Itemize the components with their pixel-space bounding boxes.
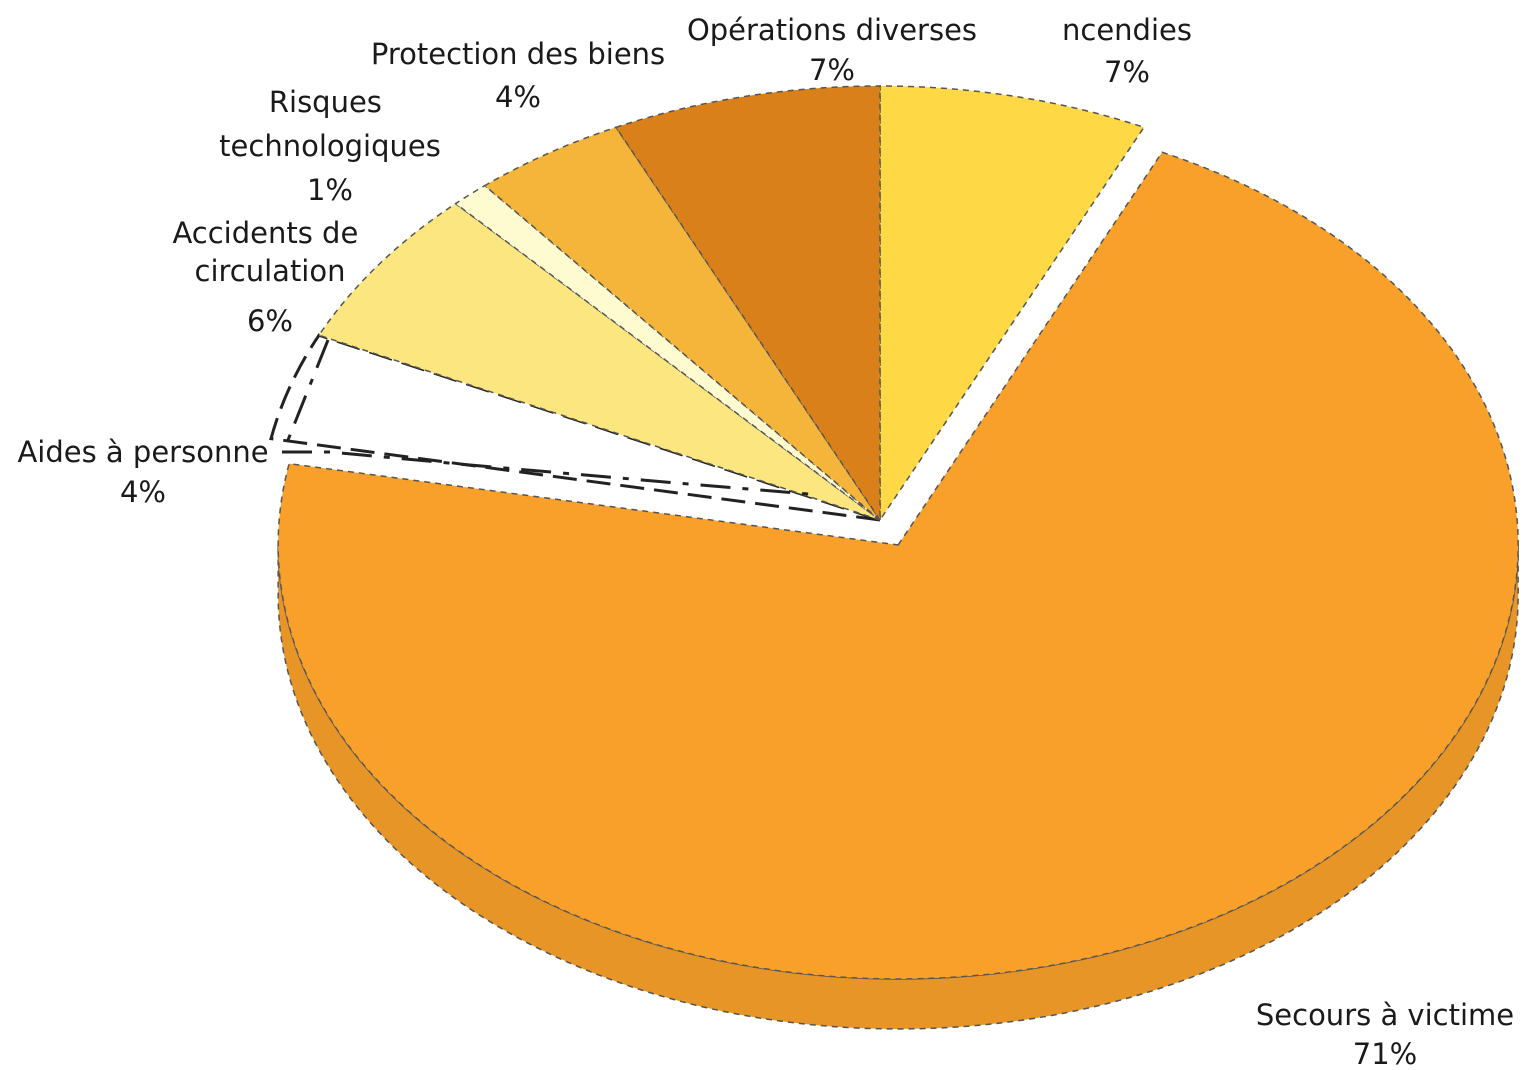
- label-risques-line1: Risques: [269, 85, 382, 119]
- label-risques-line2: technologiques: [219, 129, 441, 163]
- pie-slices: [269, 85, 1519, 1030]
- value-secours: 71%: [1353, 1037, 1417, 1070]
- value-incendies: 7%: [1104, 55, 1150, 89]
- pie-slice-2: [269, 333, 881, 522]
- leader-line-aides: [282, 450, 821, 497]
- pie-slice-side-1: [277, 544, 1519, 1030]
- pie-slice-3: [317, 202, 881, 521]
- pie-slice-6: [614, 85, 881, 523]
- pie-slice-0: [879, 85, 1146, 523]
- label-risques: Risques technologiques: [219, 85, 441, 163]
- label-circulation-line1: Accidents de: [172, 216, 358, 250]
- label-protection: Protection des biens: [371, 37, 665, 71]
- value-aides: 4%: [120, 475, 166, 509]
- label-secours: Secours à victime: [1256, 998, 1514, 1032]
- leader-line-circulation: [282, 339, 330, 451]
- label-circulation-line2: circulation: [195, 254, 346, 288]
- value-risques: 1%: [307, 173, 353, 207]
- label-incendies: ncendies: [1062, 13, 1192, 47]
- leader-lines: [282, 339, 821, 497]
- value-circulation: 6%: [247, 304, 293, 338]
- value-protection: 4%: [495, 80, 541, 114]
- label-operations: Opérations diverses: [687, 13, 977, 47]
- label-circulation: Accidents de circulation: [172, 216, 367, 288]
- label-aides: Aides à personne: [17, 435, 268, 469]
- pie-slice-1: [277, 151, 1519, 980]
- value-operations: 7%: [809, 53, 855, 87]
